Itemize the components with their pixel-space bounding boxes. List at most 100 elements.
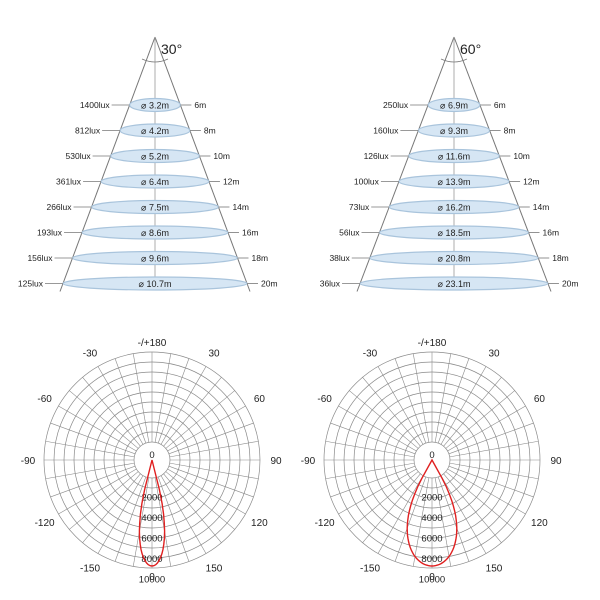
beam-angle-label: 60° — [460, 41, 481, 57]
distance-label: 10m — [213, 151, 230, 161]
cone-edge-left — [356, 36, 455, 292]
angle-label: -/+180 — [418, 338, 447, 349]
radial-value-label: 4000 — [141, 513, 162, 524]
angle-label: 150 — [486, 563, 503, 574]
ring-diameter: ⌀ 3.2m — [141, 101, 169, 111]
polar-grid-spoke — [163, 473, 222, 543]
angle-label: 30 — [488, 349, 500, 360]
polar-grid-spoke — [165, 471, 235, 530]
distance-label: 20m — [261, 279, 278, 289]
lux-label: 361lux — [56, 177, 82, 187]
polar-grid-spoke — [50, 422, 136, 455]
polar-grid-spoke — [412, 477, 430, 567]
lux-label: 100lux — [354, 177, 380, 187]
ring-diameter: ⌀ 5.2m — [141, 152, 169, 162]
polar-grid-spoke — [349, 471, 419, 530]
polar-grid-spoke — [157, 476, 190, 562]
polar-grid-spoke — [394, 476, 427, 562]
lux-label: 73lux — [349, 202, 370, 212]
intensity-curve — [406, 458, 458, 567]
angle-label: -60 — [317, 394, 332, 405]
ring-diameter: ⌀ 4.2m — [141, 126, 169, 136]
ring-diameter: ⌀ 8.6m — [141, 228, 169, 238]
lux-label: 1400lux — [80, 100, 111, 110]
angle-label: 60 — [254, 394, 266, 405]
polar-grid-spoke — [434, 477, 452, 567]
angle-label: 150 — [206, 563, 223, 574]
polar-plot-30: -/+180 0 -150 150 -120 120 -90 90 -60 60 -30 30 0 200… — [21, 338, 282, 586]
angle-arc — [141, 58, 169, 63]
angle-label: 60 — [534, 394, 546, 405]
distance-label: 16m — [242, 228, 259, 238]
polar-grid-spoke — [449, 440, 539, 458]
ring-diameter: ⌀ 6.9m — [440, 101, 468, 111]
polar-grid-spoke — [445, 471, 515, 530]
radial-value-label: 6000 — [141, 534, 162, 545]
distance-label: 16m — [543, 228, 560, 238]
distance-label: 14m — [533, 202, 550, 212]
distance-label: 6m — [194, 100, 206, 110]
polar-grid-spoke — [82, 377, 141, 447]
angle-label: -120 — [315, 518, 335, 529]
cone-edge-right — [453, 36, 552, 292]
polar-grid-spoke — [154, 477, 172, 567]
cone-diagram-60: 60° ⌀ 6.9m 250lux 6m ⌀ 9.3m 160lux 8m ⌀ 11.6m 12… — [320, 36, 579, 292]
radial-value-label: 8000 — [421, 554, 442, 565]
angle-label: 120 — [251, 518, 268, 529]
angle-label: -60 — [37, 394, 52, 405]
ring-diameter: ⌀ 6.4m — [141, 177, 169, 187]
polar-grid-spoke — [325, 440, 415, 458]
angle-arc — [440, 58, 468, 63]
polar-grid-spoke — [157, 358, 190, 444]
ring-diameter: ⌀ 16.2m — [438, 203, 471, 213]
polar-grid-spoke — [449, 462, 539, 480]
lux-label: 156lux — [27, 253, 53, 263]
distance-label: 20m — [562, 279, 579, 289]
polar-grid-spoke — [168, 422, 254, 455]
distance-label: 14m — [232, 202, 249, 212]
polar-grid-spoke — [362, 473, 421, 543]
beam-angle-label: 30° — [161, 41, 182, 57]
angle-label: 0 — [149, 572, 155, 583]
angle-label: -150 — [80, 563, 100, 574]
polar-grid-spoke — [97, 475, 144, 554]
lux-label: 266lux — [46, 202, 72, 212]
radial-value-label: 2000 — [421, 493, 442, 504]
polar-grid-spoke — [447, 405, 526, 452]
polar-grid-spoke — [377, 475, 424, 554]
polar-grid-spoke — [160, 366, 207, 445]
lux-label: 38lux — [329, 253, 350, 263]
ring-diameter: ⌀ 13.9m — [438, 177, 471, 187]
polar-grid-spoke — [443, 473, 502, 543]
angle-label: -90 — [21, 456, 36, 467]
angle-label: 0 — [429, 572, 435, 583]
polar-grid-spoke — [412, 353, 430, 443]
lux-label: 250lux — [383, 100, 409, 110]
radial-value-label: 6000 — [421, 534, 442, 545]
polar-grid-spoke — [440, 475, 487, 554]
lux-label: 812lux — [75, 126, 101, 136]
angle-label: -120 — [35, 518, 55, 529]
polar-grid-spoke — [163, 377, 222, 447]
polar-grid-spoke — [169, 462, 259, 480]
lux-label: 36lux — [320, 279, 341, 289]
polar-grid-spoke — [437, 358, 470, 444]
polar-grid-spoke — [448, 465, 534, 498]
polar-grid-spoke — [330, 465, 416, 498]
lux-label: 160lux — [373, 126, 399, 136]
radial-value-label: 0 — [429, 450, 434, 461]
cone-edge-left — [59, 36, 156, 292]
polar-grid-spoke — [434, 353, 452, 443]
angle-label: 120 — [531, 518, 548, 529]
lux-label: 126lux — [364, 151, 390, 161]
distance-label: 8m — [504, 126, 516, 136]
ring-diameter: ⌀ 11.6m — [438, 152, 470, 162]
polar-grid-spoke — [165, 390, 235, 449]
polar-plot-60: -/+180 0 -150 150 -120 120 -90 90 -60 60 -30 30 0 200… — [301, 338, 562, 586]
angle-label: -30 — [363, 349, 378, 360]
distance-label: 10m — [513, 151, 530, 161]
distance-label: 8m — [204, 126, 216, 136]
lux-label: 530lux — [66, 151, 92, 161]
angle-label: 90 — [270, 456, 282, 467]
polar-grid-spoke — [58, 468, 137, 515]
